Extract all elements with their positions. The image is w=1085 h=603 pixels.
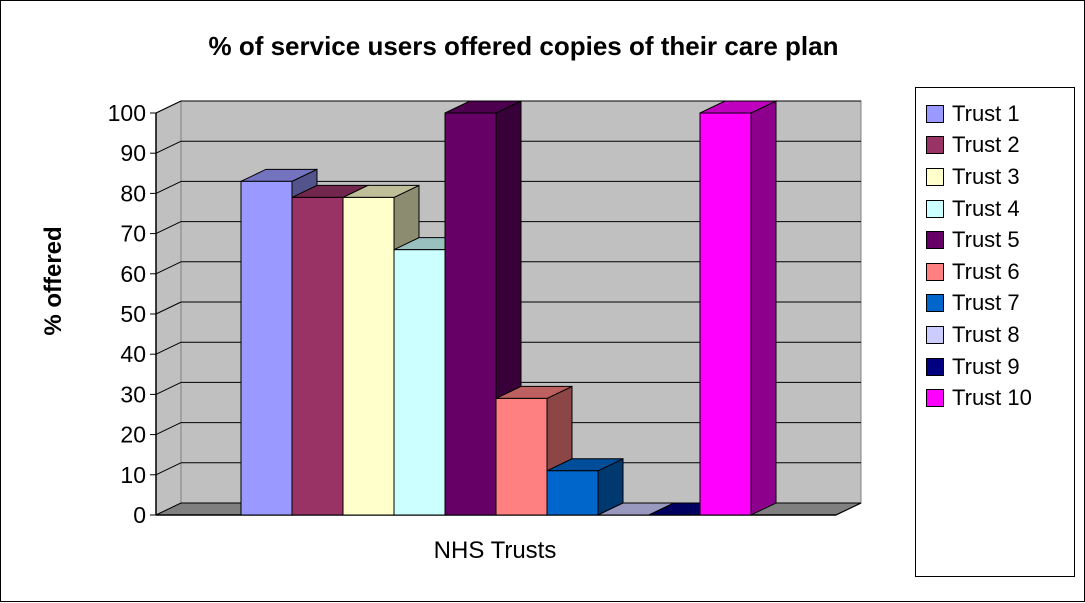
legend-item: Trust 4: [916, 193, 1074, 225]
legend-label: Trust 4: [952, 195, 1020, 221]
legend-label: Trust 6: [952, 258, 1020, 284]
x-axis-depth-line: [835, 502, 862, 516]
y-tick-label: 20: [120, 422, 146, 448]
legend-item: Trust 10: [916, 382, 1074, 414]
bar-front: [699, 112, 752, 516]
y-tick-label: 40: [120, 341, 146, 367]
legend-swatch: [926, 262, 944, 281]
legend-label: Trust 8: [952, 321, 1020, 347]
gridline-side: [155, 462, 182, 476]
bar-side: [750, 100, 777, 516]
gridline-side: [155, 261, 182, 275]
gridline-side: [155, 301, 182, 315]
legend-label: Trust 9: [952, 353, 1020, 379]
gridline-side: [155, 140, 182, 154]
y-tick-label: 60: [120, 261, 146, 287]
legend-item: Trust 9: [916, 351, 1074, 383]
bar-front: [546, 470, 599, 516]
y-tick-label: 100: [108, 100, 146, 126]
legend-item: Trust 7: [916, 288, 1074, 320]
legend-item: Trust 2: [916, 130, 1074, 162]
y-tick-label: 50: [120, 301, 146, 327]
legend-swatch: [926, 325, 944, 344]
legend: Trust 1 Trust 2 Trust 3 Trust 4 Trust 5 Trust…: [915, 87, 1075, 577]
x-axis-label: NHS Trusts: [434, 537, 557, 564]
legend-swatch: [926, 389, 944, 408]
y-tick-label: 90: [120, 140, 146, 166]
legend-label: Trust 2: [952, 132, 1020, 158]
legend-item: Trust 3: [916, 161, 1074, 193]
legend-item: Trust 6: [916, 256, 1074, 288]
legend-item: Trust 8: [916, 319, 1074, 351]
bar-front: [291, 196, 344, 516]
gridline-side: [155, 221, 182, 235]
y-tick-label: 10: [120, 462, 146, 488]
legend-item: Trust 1: [916, 98, 1074, 130]
legend-swatch: [926, 199, 944, 218]
legend-label: Trust 5: [952, 227, 1020, 253]
legend-swatch: [926, 357, 944, 376]
bar-trust-7: [546, 457, 624, 516]
bar-front: [393, 249, 446, 516]
gridline-side: [155, 100, 182, 114]
legend-swatch: [926, 167, 944, 186]
bar-trust-10: [699, 100, 777, 516]
y-tick-label: 30: [120, 381, 146, 407]
y-tick-label: 70: [120, 221, 146, 247]
gridline-side: [155, 422, 182, 436]
y-tick-label: 80: [120, 180, 146, 206]
legend-label: Trust 1: [952, 100, 1020, 126]
legend-swatch: [926, 136, 944, 155]
gridline-side: [155, 381, 182, 395]
bar-front: [240, 180, 293, 516]
legend-swatch: [926, 231, 944, 250]
chart-title: % of service users offered copies of the…: [208, 31, 839, 61]
gridline-side: [155, 180, 182, 194]
legend-label: Trust 10: [952, 385, 1032, 411]
bar-front: [495, 397, 548, 516]
legend-swatch: [926, 294, 944, 313]
legend-label: Trust 3: [952, 163, 1020, 189]
bar-front: [444, 112, 497, 516]
bar-front: [342, 196, 395, 516]
y-tick-label: 0: [133, 502, 146, 528]
legend-swatch: [926, 104, 944, 123]
gridline-side: [155, 341, 182, 355]
legend-item: Trust 5: [916, 224, 1074, 256]
legend-label: Trust 7: [952, 290, 1020, 316]
